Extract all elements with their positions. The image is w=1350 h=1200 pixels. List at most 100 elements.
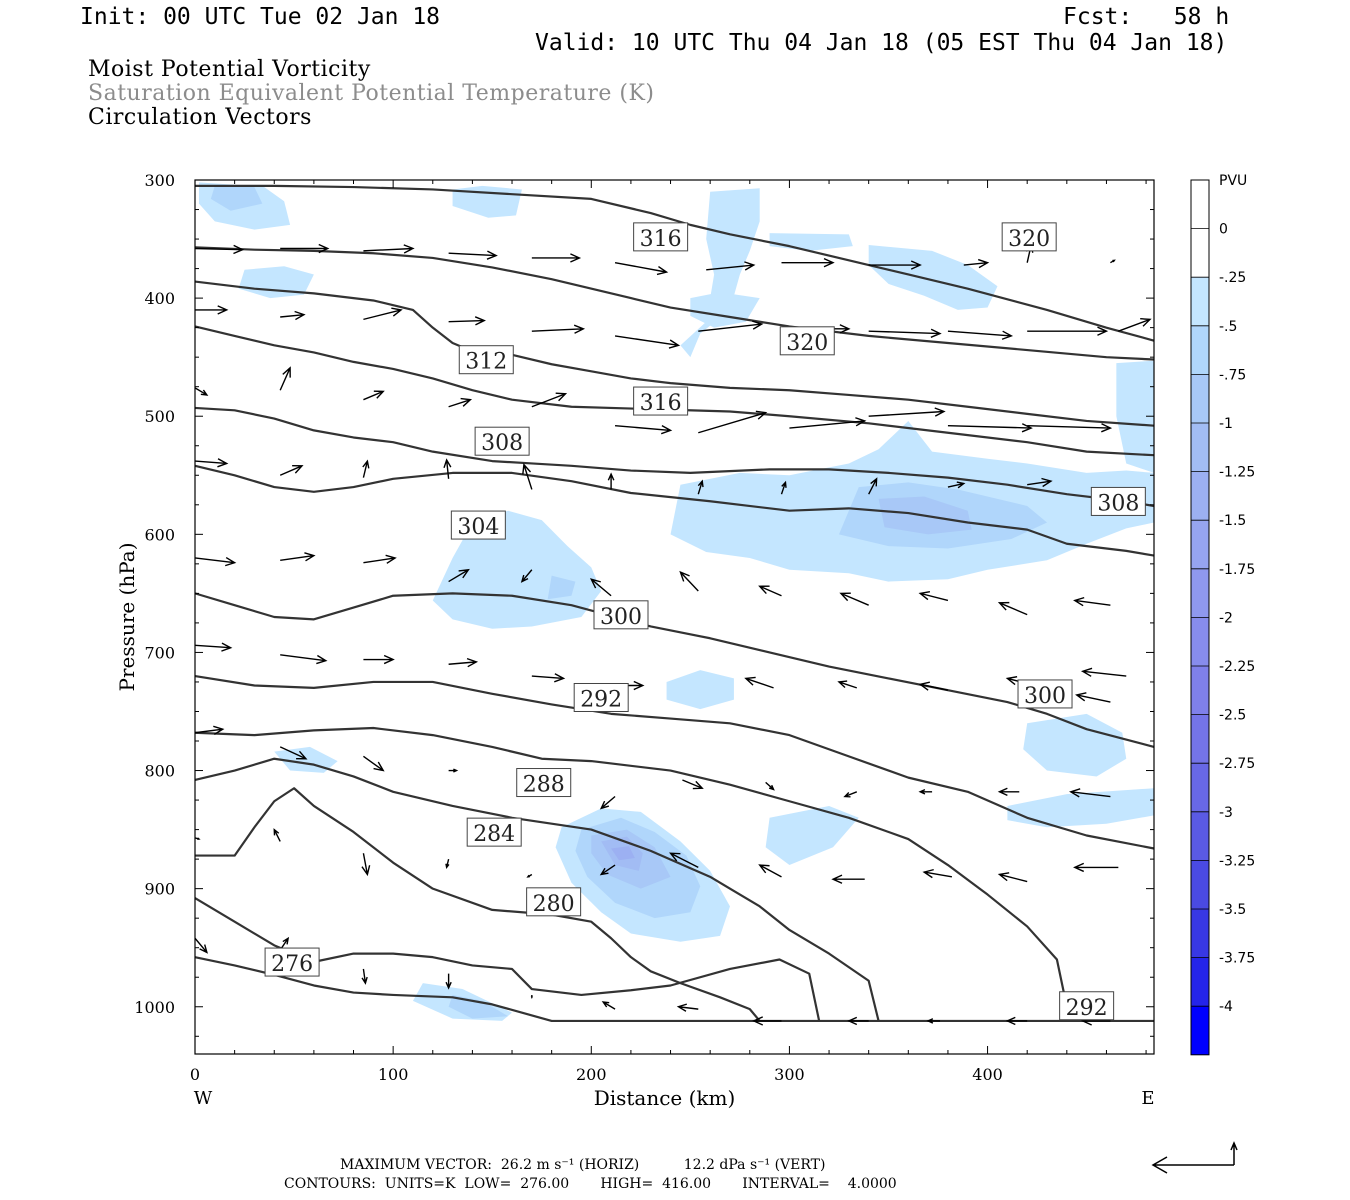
circulation-vector (997, 787, 1020, 797)
contour-label: 292 (1066, 996, 1108, 1021)
circulation-vector (363, 755, 385, 772)
circulation-vector (868, 407, 946, 417)
circulation-vector (363, 654, 395, 665)
colorbar-label: -.5 (1219, 319, 1237, 335)
circulation-vector (520, 569, 533, 583)
circulation-vector (194, 458, 229, 468)
colorbar-swatch (1191, 180, 1209, 229)
x-tick-label: 0 (190, 1065, 200, 1084)
colorbar-label: -2.25 (1219, 659, 1255, 675)
circulation-vector (589, 578, 612, 597)
circulation-vector (868, 260, 922, 270)
circulation-vector (997, 872, 1028, 883)
y-axis-label: Pressure (hPa) (115, 543, 139, 692)
colorbar-label: -3.5 (1219, 902, 1246, 918)
circulation-vector (1005, 1016, 1028, 1026)
contour-label: 304 (457, 515, 499, 540)
max-vector-note: MAXIMUM VECTOR: 26.2 m s⁻¹ (HORIZ) 12.2 … (340, 1157, 826, 1173)
y-tick-label: 800 (144, 762, 175, 781)
circulation-vector (1075, 692, 1111, 703)
colorbar-swatch (1191, 471, 1209, 521)
colorbar-swatch (1191, 909, 1209, 958)
contour-label: 312 (465, 350, 507, 375)
colorbar-swatch (1191, 1006, 1209, 1055)
colorbar-swatch (1191, 860, 1209, 909)
theta-contour (195, 184, 1155, 342)
circulation-vector (448, 657, 479, 668)
colorbar-label: -1 (1219, 416, 1233, 432)
colorbar-swatch (1191, 714, 1209, 764)
contour-label: 308 (1097, 491, 1139, 516)
circulation-vector (697, 479, 704, 495)
colorbar-swatch (1191, 228, 1209, 278)
colorbar-swatch (1191, 374, 1209, 423)
circulation-vector (599, 795, 616, 810)
circulation-vector (765, 781, 775, 791)
colorbar-unit: PVU (1219, 173, 1247, 189)
circulation-vector (868, 328, 942, 338)
circulation-vector (1073, 862, 1119, 873)
theta-contours (194, 184, 1155, 1023)
circulation-vector (194, 725, 225, 735)
theta-contour (194, 726, 1068, 1007)
pv-region (448, 994, 509, 1019)
y-tick-label: 500 (144, 407, 175, 426)
colorbar-label: -1.75 (1219, 562, 1255, 578)
pv-region (210, 185, 263, 211)
colorbar: PVU 0 -.25 -.5 -.75 -1 -1.25 -1.5 -1.75 -2 -2.25 -2… (1190, 173, 1255, 1056)
contour-label-box (264, 947, 320, 977)
circulation-vector (531, 324, 586, 334)
pv-region (547, 575, 576, 600)
contour-label: 300 (600, 605, 642, 630)
pv-region (666, 670, 734, 710)
pv-region (765, 805, 859, 866)
west-label: W (194, 1088, 213, 1109)
circulation-vector (752, 1016, 782, 1026)
circulation-vector (194, 642, 233, 652)
circulation-vector (744, 676, 774, 689)
circulation-vector (918, 590, 949, 602)
circulation-vector (448, 250, 498, 260)
contours-note: CONTOURS: UNITS=K LOW= 276.00 HIGH= 416.… (284, 1176, 897, 1192)
circulation-vector (363, 554, 397, 564)
circulation-vector (279, 366, 291, 391)
circulation-vector (280, 552, 316, 562)
contour-label-box (1001, 222, 1057, 252)
circulation-vector (280, 243, 330, 254)
circulation-vector (448, 316, 486, 326)
contour-label-box (450, 510, 506, 540)
circulation-vector (839, 592, 869, 606)
contour-label: 320 (786, 331, 828, 356)
contour-label: 316 (640, 227, 682, 252)
reference-horizontal-arrow (1151, 1156, 1234, 1174)
contour-label-box (633, 386, 689, 416)
contour-label: 316 (640, 391, 682, 416)
axes: 300 400 500 600 700 800 900 1000 0 100 200 300 400 Di… (115, 171, 1155, 1110)
circulation-vector (448, 568, 470, 583)
circulation-vector (676, 1003, 699, 1012)
title-mpv: Moist Potential Vorticity (88, 57, 371, 82)
x-tick-label: 200 (576, 1065, 607, 1084)
circulation-vector (280, 654, 328, 665)
reference-vector-icon (1151, 1141, 1238, 1174)
circulation-vector (926, 1018, 941, 1024)
colorbar-swatch (1191, 423, 1209, 472)
circulation-vector (831, 874, 865, 884)
contour-label: 288 (523, 773, 565, 798)
pv-region (1116, 360, 1154, 473)
circulation-vector (918, 789, 933, 795)
x-tick-label: 400 (972, 1065, 1003, 1084)
colorbar-label: -4 (1219, 999, 1233, 1015)
contour-label-box (1090, 486, 1146, 516)
circulation-vector (363, 307, 403, 321)
x-tick-label: 100 (378, 1065, 409, 1084)
circulation-vector (918, 681, 949, 691)
circulation-vector (997, 601, 1028, 616)
theta-contour (195, 787, 761, 1022)
circulation-vector (530, 994, 533, 1000)
circulation-vector (947, 481, 966, 489)
colorbar-swatch (1191, 520, 1209, 569)
pv-region (611, 846, 635, 861)
circulation-vector (947, 423, 1033, 433)
init-time: Init: 00 UTC Tue 02 Jan 18 (80, 4, 441, 30)
